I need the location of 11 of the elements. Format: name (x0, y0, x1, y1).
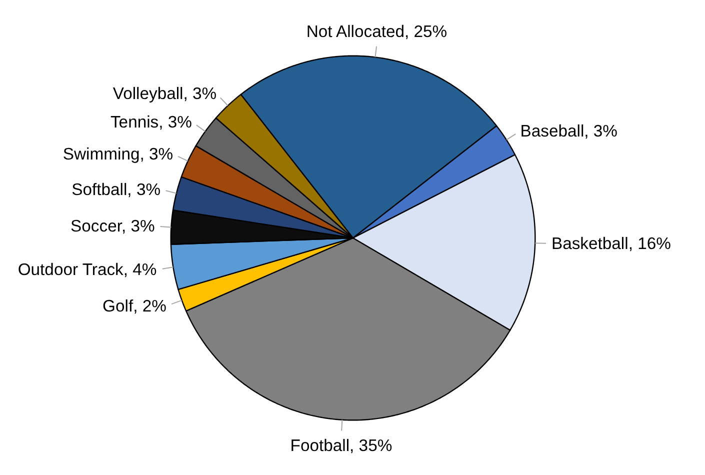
slice-label: Swimming, 3% (62, 144, 174, 164)
slice-label: Not Allocated, 25% (306, 22, 448, 41)
slice-label: Softball, 3% (72, 180, 161, 199)
slice-label: Outdoor Track, 4% (18, 260, 157, 280)
slice-label: Basketball, 16% (551, 234, 672, 254)
slice-label: Soccer, 3% (70, 216, 155, 236)
slice-label: Golf, 2% (102, 296, 167, 316)
slice-label: Baseball, 3% (520, 122, 618, 141)
slice-label: Football, 35% (290, 436, 392, 456)
slice-label: Tennis, 3% (110, 112, 192, 132)
slice-label: Volleyball, 3% (112, 84, 217, 104)
